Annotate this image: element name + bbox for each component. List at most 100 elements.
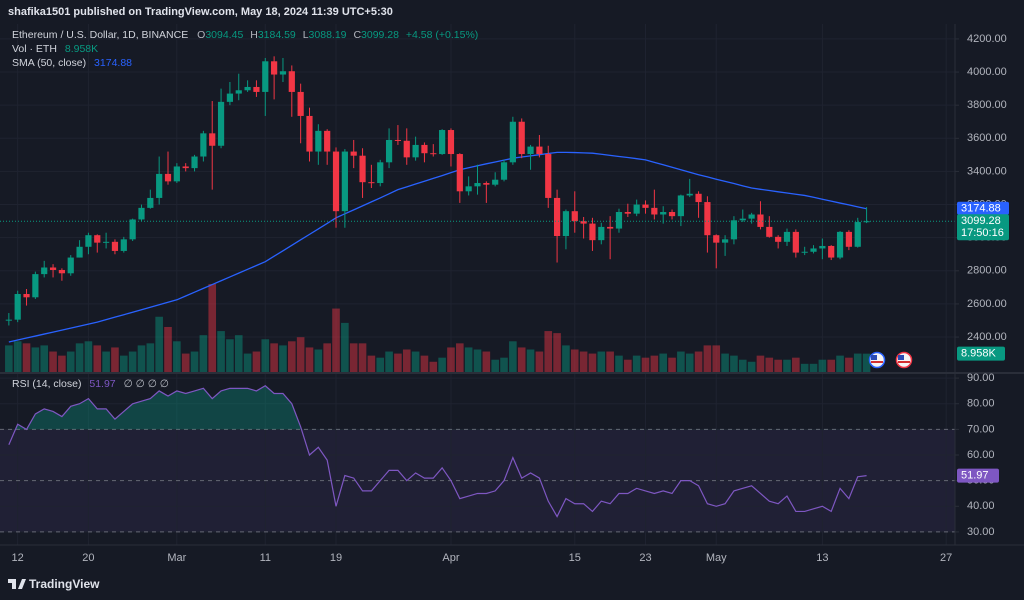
rsi-symbols: ∅ ∅ ∅ ∅ [124,378,169,390]
candle-body [854,222,861,247]
candle-body [845,231,852,247]
volume-bar [721,353,729,372]
y-tick-label: 30.00 [967,526,995,538]
volume-bar [818,359,827,372]
volume-bar [747,361,756,372]
volume-bar [482,351,491,372]
volume-bar [562,345,570,372]
candle-body [642,204,649,208]
candle-body [288,71,295,92]
volume-bar [49,351,57,372]
header-text: shafika1501 published on TradingView.com… [8,6,393,18]
candle-body [368,182,375,184]
candle-body [766,226,773,237]
volume-bar [58,355,66,372]
candle-body [271,61,278,75]
candle-body [67,257,74,274]
candle-body [129,219,136,240]
volume-bar [164,326,172,372]
candle-body [695,193,702,203]
rsi-line [8,385,867,518]
candle-body [306,115,313,152]
x-tick-label: 15 [569,552,581,564]
x-tick-label: 20 [82,552,94,564]
candle-body [332,151,340,212]
volume-bar [199,335,208,372]
volume-bar [544,331,553,372]
candle-body [41,267,48,275]
volume-legend: Vol · ETH 8.958K [12,43,98,55]
plot-layer [0,24,955,545]
candle-body [191,156,198,169]
volume-bar [66,351,75,372]
volume-bar [756,355,765,372]
x-tick-label: 11 [260,552,271,564]
volume-bar [783,359,791,372]
candle-body [32,274,39,298]
volume-bar [836,355,844,372]
candle-body [377,162,384,184]
candle-body [651,207,658,215]
rsi-value-label: 51.97 [961,470,989,482]
candle-body [350,151,357,156]
legend-close: 3099.28 [361,29,399,41]
sma-price-box [957,201,1009,215]
y-tick-label: 2400.00 [967,331,1007,343]
candle-body [421,144,428,154]
volume-bar [765,357,774,372]
volume-bar [579,351,588,372]
volume-bar [738,359,747,372]
candle-body [721,239,729,243]
volume-bar [792,357,800,372]
candle-body [76,246,83,258]
candle-body [775,236,782,242]
volume-bar [31,347,40,372]
volume-value: 8.958K [65,43,98,55]
legend-key: C [353,29,361,41]
candle-body [624,212,631,214]
candle-body [111,241,119,251]
candle-body [94,235,101,243]
volume-bar [146,343,155,372]
candle-body [200,133,207,157]
volume-bar [420,355,429,372]
countdown-label: 17:50:16 [961,227,1004,239]
legend-low: 3088.19 [309,29,347,41]
candle-body [182,166,189,169]
volume-bar [234,335,243,372]
candle-body [156,173,163,198]
candle-body [730,220,738,240]
volume-bar [659,353,667,372]
candle-body [801,251,808,253]
candle-body [138,207,145,220]
volume-bar [588,353,597,372]
candle-body [598,226,605,241]
candle-body [279,71,287,75]
candle-body [748,214,755,219]
volume-bar [173,341,181,372]
volume-bar [800,363,809,372]
volume-bar [296,337,305,372]
candle-body [385,139,393,163]
volume-bar [809,363,818,372]
sma-price-label: 3174.88 [961,203,1001,215]
candle-body [173,166,180,182]
volume-bar [243,353,252,372]
volume-bar [270,343,278,372]
y-tick-label: 2600.00 [967,298,1007,310]
candle-body [226,93,234,102]
volume-bar [677,351,685,372]
candle-body [430,153,437,155]
rsi-legend: RSI (14, close) 51.97 ∅ ∅ ∅ ∅ [12,378,169,390]
candle-body [739,218,746,221]
volume-bar [252,351,261,372]
footer-brand: TradingView [29,577,100,591]
volume-bar [402,349,411,372]
volume-bar [597,351,606,372]
candle-body [217,101,225,146]
sma-title: SMA (50, close) [12,57,86,69]
volume-box [957,346,1005,361]
